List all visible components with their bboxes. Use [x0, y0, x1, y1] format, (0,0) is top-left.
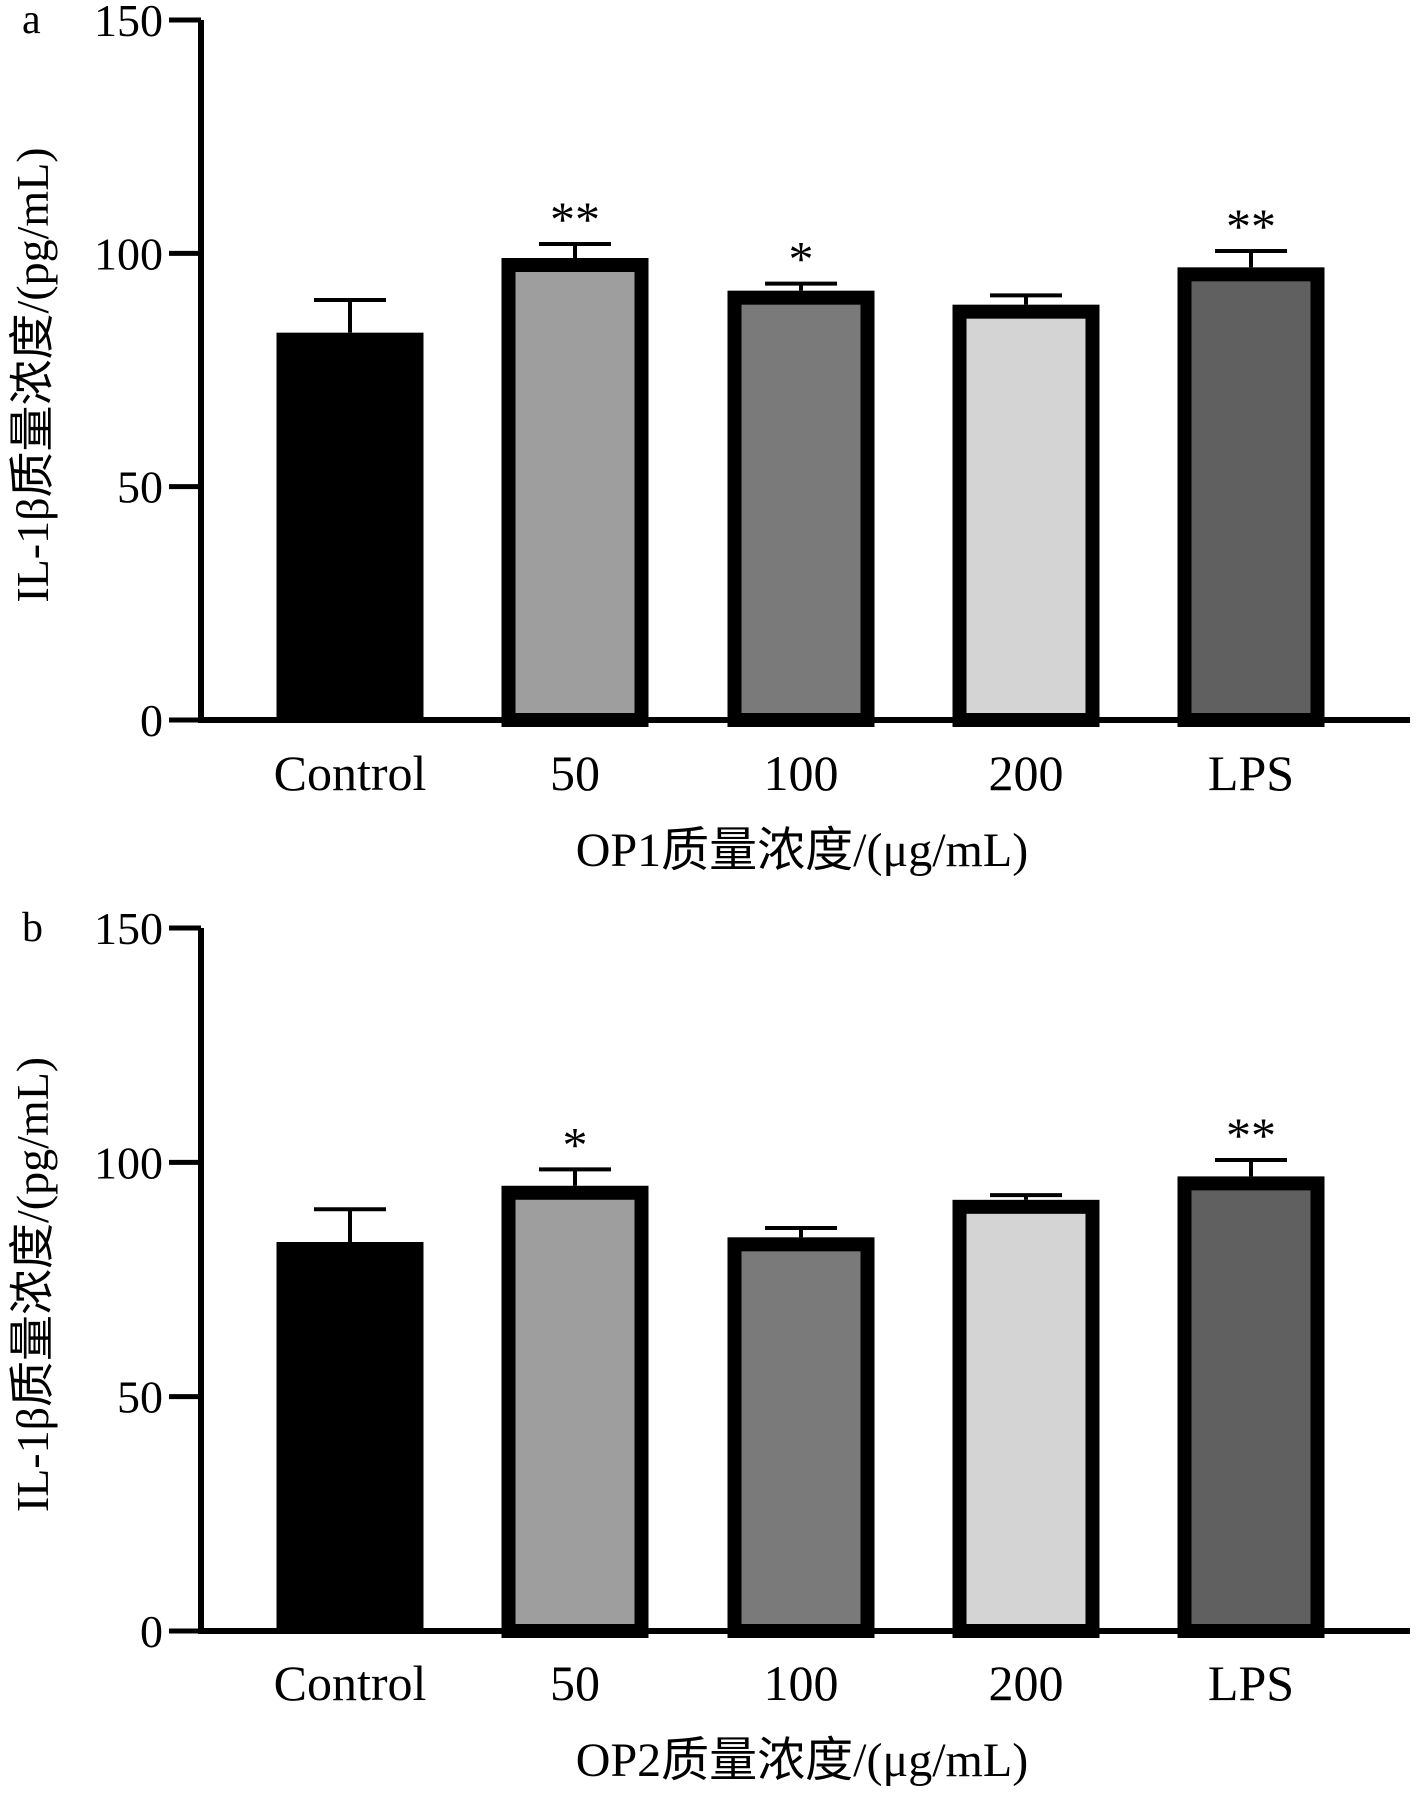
panel-label: b: [22, 905, 43, 951]
y-axis-title: IL-1β质量浓度/(pg/mL): [7, 1057, 58, 1512]
x-axis-title: OP2质量浓度/(μg/mL): [576, 1734, 1028, 1787]
x-tick-label: 50: [550, 745, 600, 801]
x-tick-label: 200: [989, 1655, 1064, 1711]
bar-LPS: [1177, 267, 1325, 727]
chart-panel-a: a 0 50 100 150 Control ** 50 * 100 200 ** LPS OP1质量浓度…: [7, 0, 1410, 877]
x-tick-label: 200: [989, 745, 1064, 801]
x-axis-title: OP1质量浓度/(μg/mL): [576, 824, 1028, 877]
x-tick-label: Control: [274, 1655, 427, 1711]
panel-label: a: [22, 0, 41, 43]
significance-marker: *: [563, 1116, 588, 1172]
bar-100: [727, 1237, 875, 1638]
y-tick-label: 150: [94, 903, 163, 954]
x-tick-label: 100: [764, 745, 839, 801]
x-tick-label: LPS: [1208, 1655, 1294, 1711]
bar-100: [727, 290, 875, 727]
bar-50: [501, 1185, 649, 1639]
y-tick-label: 100: [94, 1137, 163, 1188]
x-tick-label: Control: [274, 745, 427, 801]
y-axis-title: IL-1β质量浓度/(pg/mL): [7, 147, 58, 602]
significance-marker: **: [1226, 198, 1276, 254]
bar-Control: [276, 332, 424, 720]
bar-Control: [276, 1242, 424, 1631]
bar-LPS: [1177, 1176, 1325, 1638]
chart-panel-b: b 0 50 100 150 Control * 50 100 200 ** LPS OP2质量浓度/(…: [7, 903, 1410, 1787]
y-tick-label: 150: [94, 0, 163, 46]
bar-200: [952, 304, 1100, 727]
bar-50: [501, 258, 649, 727]
x-tick-label: LPS: [1208, 745, 1294, 801]
y-tick-label: 0: [140, 695, 163, 746]
x-tick-label: 100: [764, 1655, 839, 1711]
significance-marker: **: [1226, 1107, 1276, 1163]
y-tick-label: 100: [94, 228, 163, 279]
x-tick-label: 50: [550, 1655, 600, 1711]
significance-marker: **: [550, 191, 600, 247]
significance-marker: *: [789, 231, 814, 287]
y-tick-label: 50: [117, 462, 163, 513]
y-tick-label: 0: [140, 1606, 163, 1657]
bar-200: [952, 1199, 1100, 1638]
y-tick-label: 50: [117, 1372, 163, 1423]
